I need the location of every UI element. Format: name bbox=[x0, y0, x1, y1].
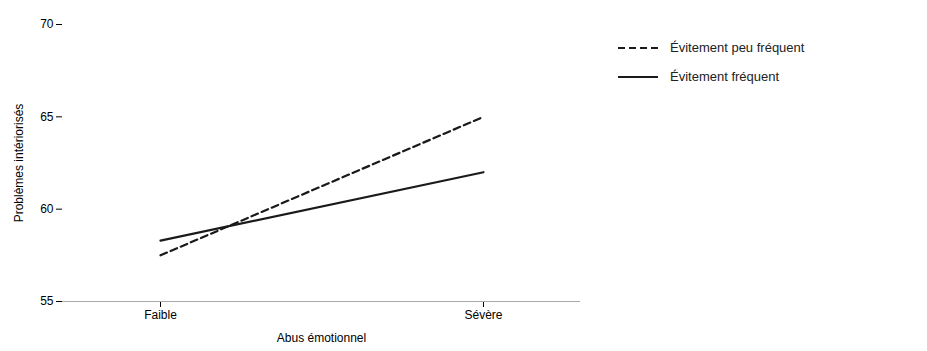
svg-text:Problèmes intériorisés: Problèmes intériorisés bbox=[12, 104, 26, 223]
svg-text:Faible: Faible bbox=[144, 308, 177, 322]
svg-text:55: 55 bbox=[40, 294, 54, 308]
svg-text:Sévère: Sévère bbox=[464, 308, 502, 322]
svg-text:65: 65 bbox=[40, 110, 54, 124]
html-text:Évitement fréquent: Évitement fréquent bbox=[670, 69, 780, 84]
svg-text:60: 60 bbox=[40, 202, 54, 216]
svg-text:Abus émotionnel: Abus émotionnel bbox=[277, 331, 366, 345]
html-text:Évitement peu fréquent: Évitement peu fréquent bbox=[670, 40, 805, 55]
svg-text:70: 70 bbox=[40, 17, 54, 31]
